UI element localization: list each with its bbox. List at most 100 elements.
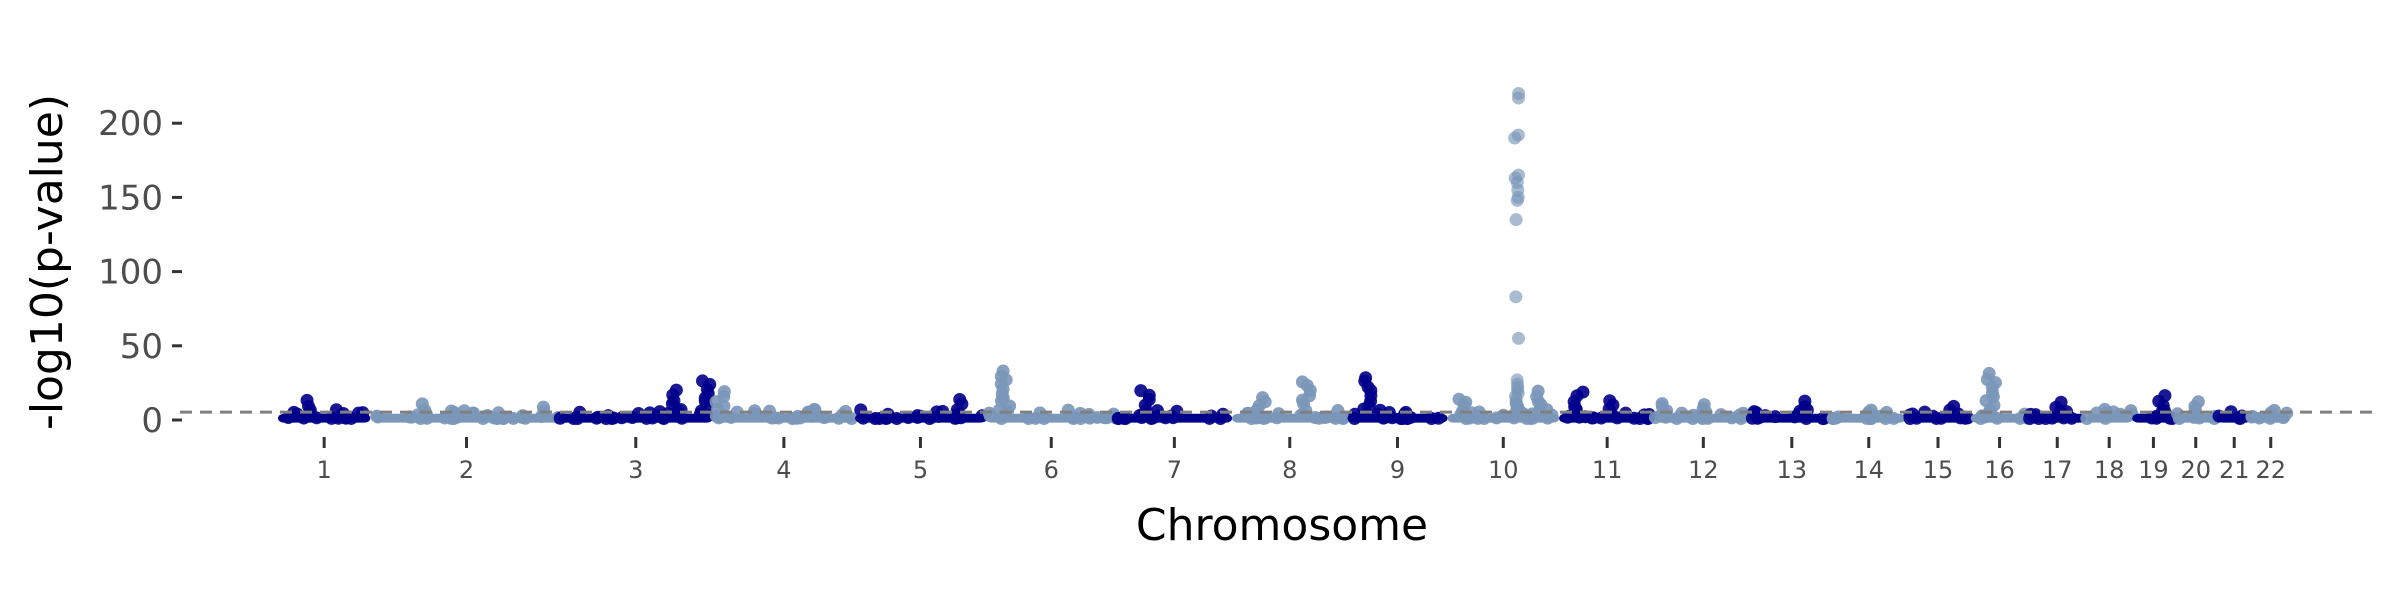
snp-point <box>785 412 799 426</box>
snp-point <box>571 411 585 425</box>
x-tick-label-8: 8 <box>1282 456 1297 484</box>
snp-point <box>1336 411 1350 425</box>
peak-point <box>716 408 730 422</box>
snp-point <box>1477 412 1491 426</box>
snp-point <box>2028 410 2042 424</box>
chromosome-14-points <box>1826 403 1906 426</box>
snp-point <box>879 411 893 425</box>
snp-point <box>1734 412 1748 426</box>
x-tick-label-10: 10 <box>1488 456 1519 484</box>
x-tick-label-2: 2 <box>459 456 474 484</box>
chromosome-6-points <box>982 364 1123 426</box>
snp-point <box>1117 411 1131 425</box>
peak-point <box>1512 91 1526 105</box>
snp-point <box>747 407 761 421</box>
snp-point <box>1817 412 1831 426</box>
chromosome-2-points <box>370 397 565 426</box>
snp-point <box>1203 411 1217 425</box>
x-tick-label-16: 16 <box>1984 456 2015 484</box>
chromosome-19-points <box>2132 389 2179 425</box>
snp-point <box>1061 403 1075 417</box>
y-tick-label-50: 50 <box>120 327 163 367</box>
snp-point <box>339 411 353 425</box>
peak-point <box>1512 331 1526 345</box>
peak-point <box>809 408 823 422</box>
chromosome-1-points <box>278 393 371 425</box>
peak-point <box>1360 407 1374 421</box>
peak-point <box>2186 407 2200 421</box>
x-axis: 1 2 3 4 5 6 7 8 9 10 11 12 13 14 15 16 17 18 19 20 21 22 <box>317 437 2286 484</box>
x-tick-label-3: 3 <box>628 456 643 484</box>
chromosome-22-points <box>2245 403 2294 425</box>
peak-point <box>949 408 963 422</box>
x-tick-label-15: 15 <box>1923 456 1954 484</box>
peak-point <box>1509 213 1523 227</box>
snp-point <box>1033 406 1047 420</box>
chromosome-5-points <box>854 393 989 426</box>
x-tick-label-6: 6 <box>1044 456 1059 484</box>
snp-point <box>281 411 295 425</box>
x-tick-label-11: 11 <box>1592 456 1623 484</box>
x-axis-title: Chromosome <box>1136 500 1428 551</box>
x-tick-label-9: 9 <box>1390 456 1405 484</box>
snp-point <box>1308 411 1322 425</box>
peak-point <box>1793 407 1807 421</box>
chromosome-9-points <box>1347 371 1448 426</box>
snp-point <box>1879 412 1893 426</box>
snp-point <box>1431 411 1445 425</box>
x-tick-label-13: 13 <box>1777 456 1808 484</box>
peak-point <box>1510 193 1524 207</box>
snp-point <box>890 412 904 426</box>
snp-point <box>1385 411 1399 425</box>
chromosome-4-points <box>709 385 859 426</box>
peak-point <box>672 408 686 422</box>
x-tick-label-12: 12 <box>1688 456 1719 484</box>
x-tick-label-1: 1 <box>317 456 332 484</box>
snp-point <box>730 405 744 419</box>
y-tick-label-150: 150 <box>98 178 163 218</box>
snp-point <box>1934 411 1948 425</box>
peak-point <box>1296 408 1310 422</box>
peak-point <box>1454 408 1468 422</box>
chromosome-11-points <box>1559 385 1656 426</box>
snp-point <box>2113 407 2127 421</box>
snp-point <box>590 411 604 425</box>
snp-point <box>1545 408 1559 422</box>
chromosome-15-points <box>1903 399 1975 426</box>
snp-point <box>2172 412 2186 426</box>
chromosome-17-points <box>2023 395 2087 426</box>
snp-point <box>1074 412 1088 426</box>
snp-point <box>854 403 868 417</box>
chromosome-3-points <box>553 374 717 426</box>
peak-point <box>1525 407 1539 421</box>
y-axis-title: -log10(p-value) <box>22 94 73 430</box>
y-tick-label-200: 200 <box>98 104 163 144</box>
snp-point <box>1903 412 1917 426</box>
x-tick-label-22: 22 <box>2255 456 2286 484</box>
snp-point <box>325 411 339 425</box>
x-tick-label-18: 18 <box>2094 456 2125 484</box>
snp-point <box>1270 411 1284 425</box>
peak-point <box>1511 380 1525 394</box>
snp-point <box>2080 412 2094 426</box>
x-tick-label-4: 4 <box>776 456 791 484</box>
peak-point <box>693 407 707 421</box>
snp-point <box>2245 410 2259 424</box>
peak-point <box>1951 407 1965 421</box>
snp-point <box>1745 411 1759 425</box>
peak-point <box>1509 290 1523 304</box>
chromosome-7-points <box>1111 384 1233 426</box>
peak-point <box>1252 408 1266 422</box>
peak-point <box>1655 408 1669 422</box>
snp-point <box>925 410 939 424</box>
chromosome-8-points <box>1232 375 1350 426</box>
snp-point <box>1714 408 1728 422</box>
points-layer <box>278 87 2294 426</box>
snp-point <box>553 411 567 425</box>
y-tick-label-100: 100 <box>98 253 163 293</box>
snp-point <box>2233 412 2247 426</box>
snp-point <box>1587 411 1601 425</box>
x-tick-label-20: 20 <box>2180 456 2211 484</box>
snp-point <box>1396 412 1410 426</box>
snp-point <box>1100 411 1114 425</box>
